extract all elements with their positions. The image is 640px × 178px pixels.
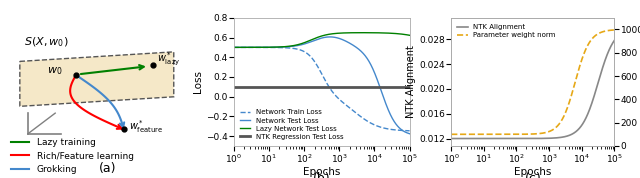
Y-axis label: Loss: Loss xyxy=(193,70,203,93)
Text: $w^*_{\rm feature}$: $w^*_{\rm feature}$ xyxy=(129,118,163,135)
X-axis label: Epochs: Epochs xyxy=(303,167,340,177)
Text: $w^*_{\rm lazy}$: $w^*_{\rm lazy}$ xyxy=(157,51,180,68)
X-axis label: Epochs: Epochs xyxy=(514,167,552,177)
Text: $w_0$: $w_0$ xyxy=(47,66,63,77)
Text: (c): (c) xyxy=(524,172,541,178)
Legend: Lazy training, Rich/Feature learning, Grokking: Lazy training, Rich/Feature learning, Gr… xyxy=(8,135,137,178)
Legend: Network Train Loss, Network Test Loss, Lazy Network Test Loss, NTK Regression Te: Network Train Loss, Network Test Loss, L… xyxy=(237,107,346,142)
Text: $S(X, w_0)$: $S(X, w_0)$ xyxy=(24,35,68,49)
Text: (a): (a) xyxy=(99,162,116,175)
Y-axis label: NTK Alignment: NTK Alignment xyxy=(406,45,416,118)
Text: (b): (b) xyxy=(313,172,330,178)
Polygon shape xyxy=(20,52,174,106)
Legend: NTK Alignment, Parameter weight norm: NTK Alignment, Parameter weight norm xyxy=(454,21,559,41)
